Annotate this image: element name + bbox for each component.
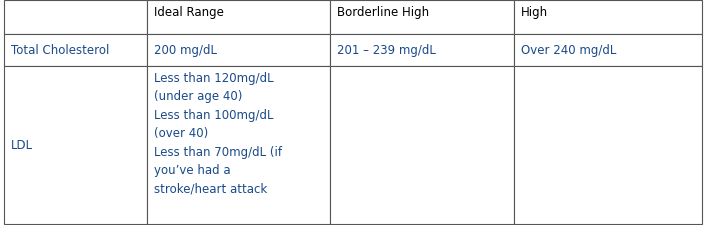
Text: Borderline High: Borderline High [337, 6, 429, 19]
Text: High: High [521, 6, 548, 19]
Bar [4, 35, 147, 66]
Text: Over 240 mg/dL: Over 240 mg/dL [521, 44, 616, 57]
Bar [330, 1, 514, 35]
Bar [330, 66, 514, 224]
Bar [4, 1, 147, 35]
Text: 200 mg/dL: 200 mg/dL [154, 44, 217, 57]
Bar [514, 35, 702, 66]
Text: Ideal Range: Ideal Range [154, 6, 224, 19]
Text: Less than 120mg/dL
(under age 40)
Less than 100mg/dL
(over 40)
Less than 70mg/dL: Less than 120mg/dL (under age 40) Less t… [154, 71, 282, 195]
Bar [4, 66, 147, 224]
Bar [514, 66, 702, 224]
Text: Total Cholesterol: Total Cholesterol [11, 44, 109, 57]
Bar [330, 35, 514, 66]
Bar [147, 35, 330, 66]
Text: LDL: LDL [11, 139, 32, 152]
Text: 201 – 239 mg/dL: 201 – 239 mg/dL [337, 44, 436, 57]
Bar [147, 1, 330, 35]
Bar [147, 66, 330, 224]
Bar [514, 1, 702, 35]
